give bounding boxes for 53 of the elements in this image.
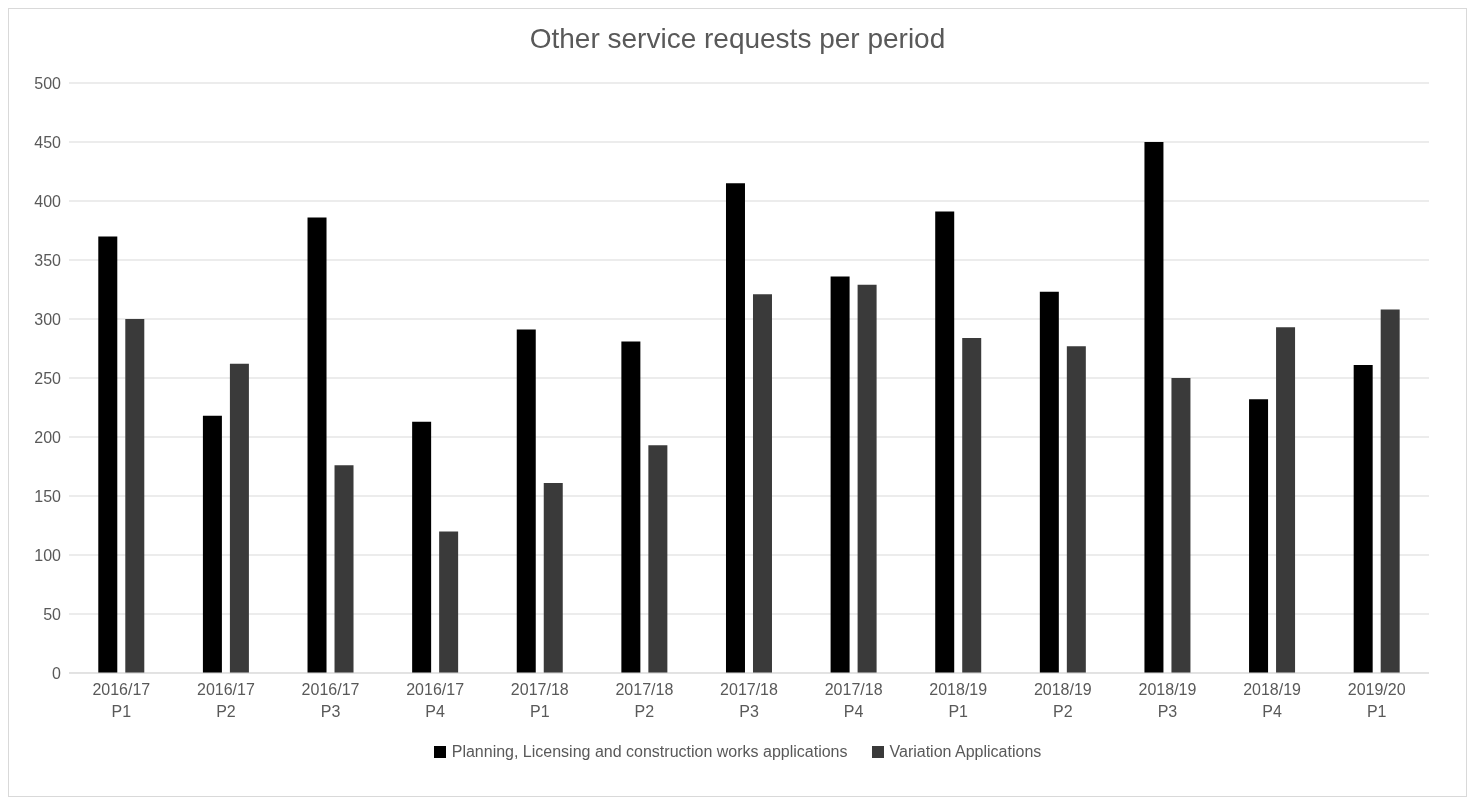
bar bbox=[1066, 346, 1086, 673]
x-tick-label: 2017/18 P3 bbox=[720, 681, 779, 720]
bar bbox=[543, 483, 563, 673]
y-tick-label: 400 bbox=[34, 192, 62, 210]
x-tick-label: 2017/18 P2 bbox=[615, 681, 674, 720]
bar bbox=[1353, 365, 1373, 673]
y-tick-label: 500 bbox=[34, 74, 62, 92]
bar bbox=[752, 294, 772, 673]
legend-label: Variation Applications bbox=[888, 743, 1042, 761]
bar bbox=[1039, 291, 1059, 673]
y-tick-label: 450 bbox=[34, 133, 62, 151]
y-tick-label: 350 bbox=[34, 251, 62, 269]
y-tick-label: 150 bbox=[34, 487, 62, 505]
bar bbox=[648, 445, 668, 673]
x-tick-label: 2019/20 P1 bbox=[1347, 681, 1406, 720]
x-tick-label: 2016/17 P1 bbox=[92, 681, 151, 720]
x-tick-label: 2018/19 P3 bbox=[1138, 681, 1197, 720]
bar bbox=[1171, 378, 1191, 673]
bar bbox=[125, 319, 145, 673]
x-tick-label: 2016/17 P2 bbox=[197, 681, 255, 720]
bar bbox=[935, 211, 955, 673]
x-tick-label: 2016/17 P3 bbox=[301, 681, 360, 720]
bar bbox=[516, 329, 536, 673]
y-tick-label: 0 bbox=[52, 664, 62, 682]
x-tick-label: 2017/18 P4 bbox=[824, 681, 883, 720]
bar bbox=[857, 284, 877, 673]
bar bbox=[621, 341, 641, 673]
bar bbox=[412, 421, 432, 673]
x-tick-label: 2018/19 P1 bbox=[929, 681, 988, 720]
bar bbox=[229, 363, 249, 673]
y-tick-label: 200 bbox=[34, 428, 62, 446]
y-tick-label: 250 bbox=[34, 369, 62, 387]
x-tick-label: 2016/17 P4 bbox=[406, 681, 465, 720]
x-tick-label: 2018/19 P4 bbox=[1243, 681, 1302, 720]
bar bbox=[439, 531, 459, 673]
bar bbox=[334, 465, 354, 673]
chart-title: Other service requests per period bbox=[528, 23, 947, 56]
x-tick-label: 2017/18 P1 bbox=[510, 681, 569, 720]
bar bbox=[1380, 309, 1400, 673]
y-tick-label: 100 bbox=[34, 546, 62, 564]
y-tick-label: 300 bbox=[34, 310, 62, 328]
bar bbox=[1144, 142, 1164, 673]
bar bbox=[1276, 327, 1296, 673]
bar bbox=[962, 337, 982, 673]
bar bbox=[1249, 399, 1269, 673]
bar bbox=[98, 236, 118, 673]
bar bbox=[202, 415, 222, 673]
legend-label: Planning, Licensing and construction works applications bbox=[450, 743, 848, 761]
y-tick-label: 50 bbox=[43, 605, 62, 623]
bar bbox=[830, 276, 850, 673]
bar bbox=[307, 217, 327, 673]
x-tick-label: 2018/19 P2 bbox=[1033, 681, 1092, 720]
bar bbox=[725, 183, 745, 673]
